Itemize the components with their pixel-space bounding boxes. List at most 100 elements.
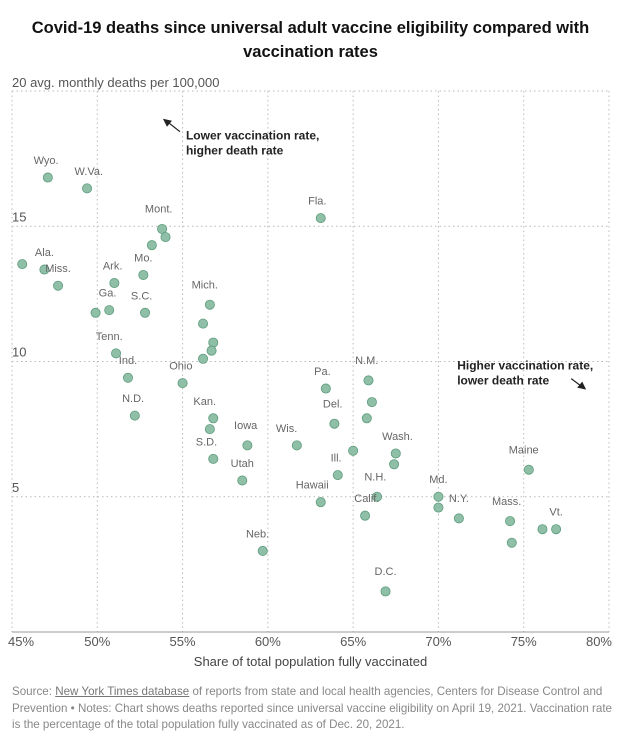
data-point: [390, 448, 401, 459]
chart-title-line2: vaccination rates: [243, 43, 378, 61]
source-label: Source:: [12, 685, 52, 698]
point-label: Mont.: [145, 204, 173, 216]
x-tick-label: 50%: [84, 634, 110, 649]
data-point: [177, 378, 188, 389]
data-point: [329, 418, 340, 429]
data-point: [17, 259, 28, 270]
y-tick-label: 5: [12, 480, 19, 495]
data-point: [146, 240, 157, 251]
notes-separator: •: [70, 701, 75, 715]
data-point: [433, 502, 444, 513]
point-label: Mich.: [192, 279, 218, 291]
point-label: Mo.: [134, 252, 152, 264]
data-point: [372, 491, 383, 502]
point-label: Calif.: [354, 493, 379, 505]
x-axis-label: Share of total population fully vaccinat…: [193, 654, 428, 669]
point-label: Neb.: [246, 528, 269, 540]
x-tick-label: 45%: [8, 634, 34, 649]
point-label: Mass.: [492, 496, 521, 508]
data-point: [208, 337, 219, 348]
data-point: [208, 453, 219, 464]
data-point: [433, 491, 444, 502]
arrow-up-left-icon: [162, 118, 172, 127]
point-label: Md.: [429, 474, 447, 486]
chart-title-line1: Covid-19 deaths since universal adult va…: [31, 19, 590, 37]
x-tick-label: 60%: [255, 634, 281, 649]
point-label: Pa.: [314, 366, 331, 378]
data-point: [160, 232, 171, 243]
data-point: [198, 318, 209, 329]
point-label: Wyo.: [34, 155, 59, 167]
point-label: Ark.: [103, 261, 123, 273]
x-tick-label: 75%: [511, 634, 537, 649]
annotation-text: higher death rate: [186, 144, 284, 158]
source-link[interactable]: New York Times database: [55, 685, 190, 698]
point-label: Vt.: [549, 507, 562, 519]
data-point: [204, 424, 215, 435]
data-point: [111, 348, 122, 359]
data-point: [363, 375, 374, 386]
annotation-text: Higher vaccination rate,: [457, 359, 593, 373]
data-point: [389, 459, 400, 470]
data-point: [129, 410, 140, 421]
point-label: Ala.: [35, 247, 54, 259]
data-point: [320, 383, 331, 394]
data-point: [198, 353, 209, 364]
data-point: [505, 516, 516, 527]
chart-title: Covid-19 deaths since universal adult va…: [0, 16, 621, 64]
annotation-text: lower death rate: [457, 374, 549, 388]
point-label: Maine: [509, 444, 539, 456]
x-tick-label: 70%: [425, 634, 451, 649]
source-notes: Source: New York Times database of repor…: [12, 684, 612, 734]
y-tick-label: 15: [12, 209, 26, 224]
y-tick-label: 10: [12, 345, 26, 360]
data-point: [208, 413, 219, 424]
arrow-down-right-icon: [577, 381, 587, 390]
data-point: [204, 299, 215, 310]
point-label: S.D.: [196, 436, 217, 448]
data-point: [109, 278, 120, 289]
data-point: [237, 475, 248, 486]
point-label: Del.: [323, 398, 343, 410]
annotation-text: Lower vaccination rate,: [186, 129, 319, 143]
scatter-chart: 45% 50% 55% 60% 65% 70% 75% 80% 15 10 5 Lower vacci…: [8, 90, 612, 649]
data-point: [82, 183, 93, 194]
data-point: [348, 445, 359, 456]
data-point: [104, 305, 115, 316]
point-label: N.H.: [364, 472, 386, 484]
point-label: Ind.: [119, 355, 137, 367]
point-label: N.M.: [355, 355, 378, 367]
data-point: [537, 524, 548, 535]
source-description: of reports from state and local health a…: [12, 685, 603, 715]
point-label: N.Y.: [449, 493, 469, 505]
data-point: [315, 497, 326, 508]
point-label: Kan.: [193, 396, 216, 408]
point-label: Hawaii: [296, 480, 329, 492]
point-label: N.D.: [122, 393, 144, 405]
data-point: [551, 524, 562, 535]
data-point: [138, 269, 149, 280]
data-point: [122, 372, 133, 383]
data-point: [53, 280, 64, 291]
data-point: [39, 264, 50, 275]
point-label: Ill.: [331, 453, 342, 465]
point-label: Miss.: [45, 263, 71, 275]
data-point: [361, 413, 372, 424]
data-point: [366, 397, 377, 408]
data-point: [42, 172, 53, 183]
point-label: Ga.: [99, 288, 117, 300]
point-label: Fla.: [308, 196, 326, 208]
data-point: [332, 470, 343, 481]
point-label: Tenn.: [96, 331, 123, 343]
point-label: W.Va.: [74, 166, 103, 178]
data-point: [360, 510, 371, 521]
data-point: [242, 440, 253, 451]
point-label: Utah: [231, 458, 254, 470]
point-label: Wash.: [382, 431, 413, 443]
data-point: [315, 213, 326, 224]
data-point: [206, 345, 217, 356]
point-label: Wis.: [276, 423, 297, 435]
point-label: Iowa: [234, 420, 258, 432]
x-tick-label: 80%: [586, 634, 612, 649]
data-point: [257, 545, 268, 556]
